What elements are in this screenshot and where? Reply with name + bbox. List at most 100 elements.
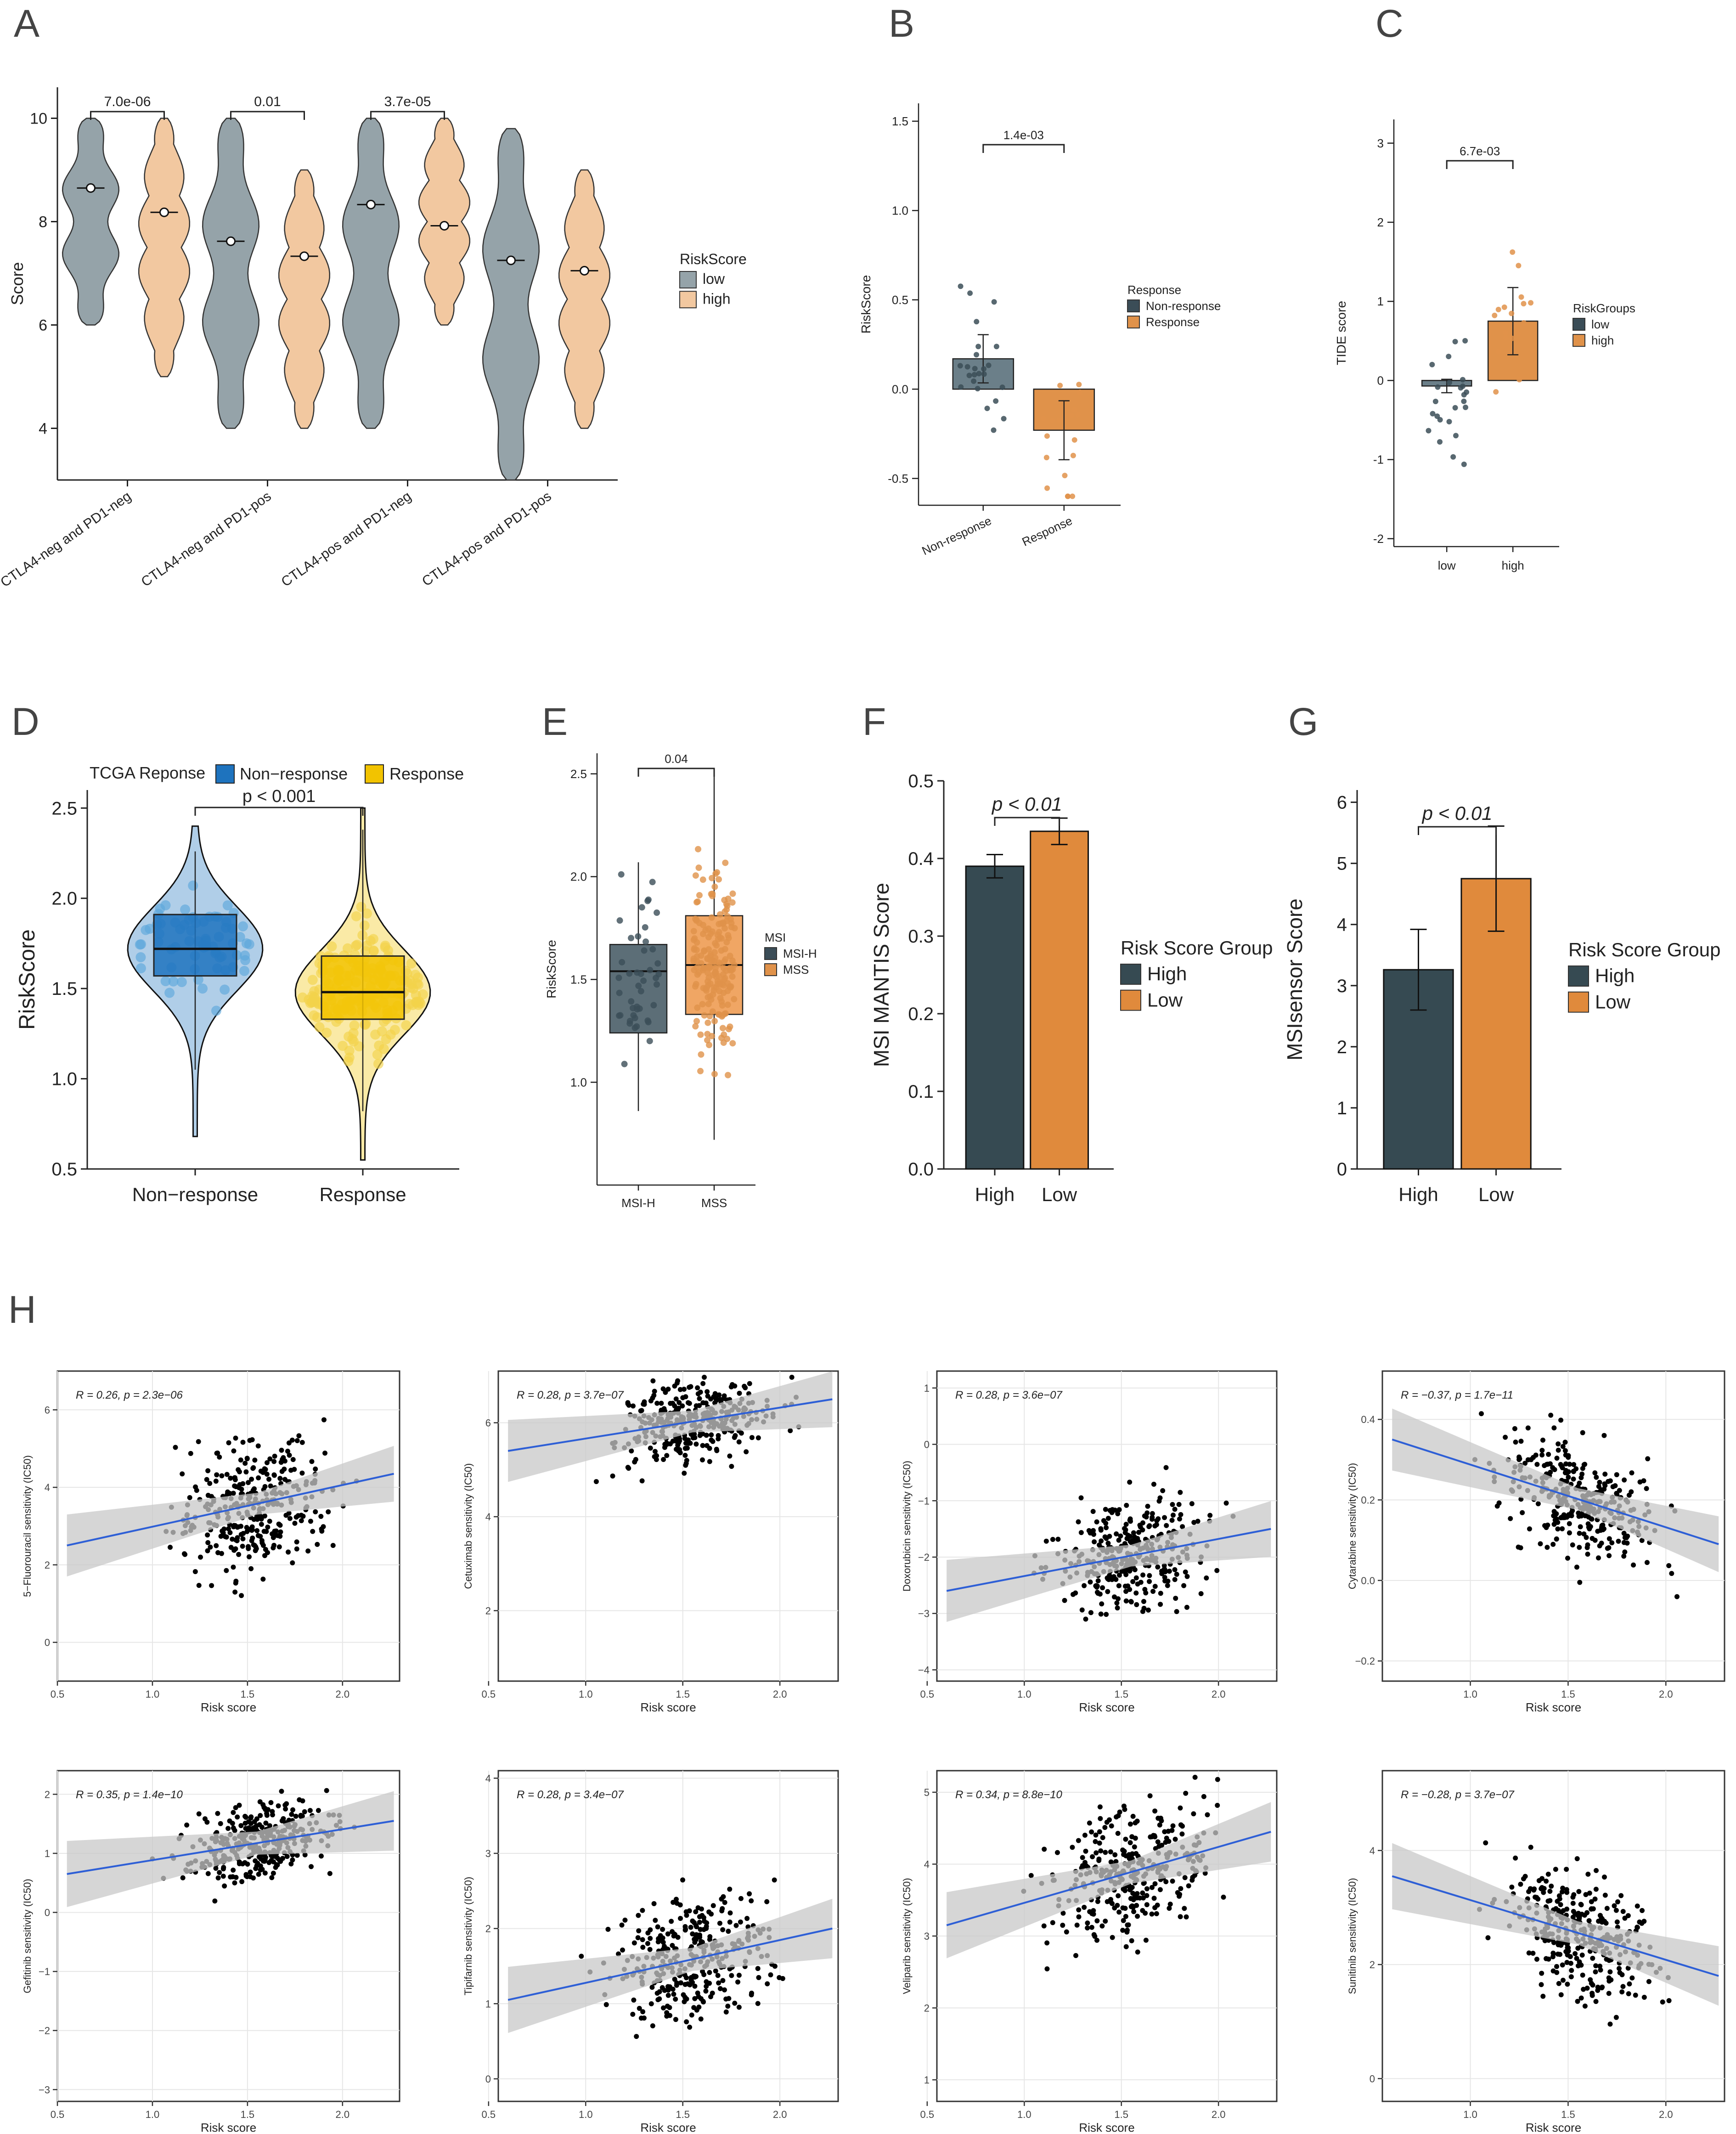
x-tick-label: 2.0 — [773, 1688, 787, 1700]
data-point — [1558, 1902, 1563, 1908]
x-axis-title: Risk score — [1526, 2121, 1581, 2134]
data-point — [1102, 1825, 1108, 1830]
data-point — [228, 1475, 233, 1481]
data-point — [1579, 1911, 1584, 1917]
legend-swatch — [1573, 318, 1585, 331]
legend-swatch — [679, 271, 697, 288]
y-tick-label: 0 — [45, 1907, 50, 1919]
data-point — [1158, 1602, 1163, 1607]
data-point — [368, 945, 379, 956]
data-point — [290, 1807, 295, 1812]
x-tick-label: Response — [1020, 514, 1075, 549]
data-point — [1099, 1923, 1105, 1929]
mean-point — [159, 207, 169, 217]
data-point — [1083, 1848, 1088, 1854]
data-point — [707, 1970, 712, 1975]
data-point — [1116, 1572, 1122, 1578]
y-tick-label: 0.2 — [1361, 1495, 1375, 1506]
legend-label: low — [1591, 317, 1609, 331]
y-tick-label: 3 — [924, 1931, 930, 1942]
data-point — [155, 903, 165, 914]
data-point — [1639, 1538, 1645, 1543]
y-tick-label: −1 — [918, 1495, 930, 1507]
legend-title: RiskGroups — [1573, 301, 1635, 315]
data-point — [372, 1049, 383, 1060]
data-point — [1107, 1534, 1112, 1539]
data-point — [1589, 1536, 1595, 1541]
legend-label: Non-response — [1146, 299, 1221, 313]
data-point — [971, 372, 977, 378]
data-point — [313, 1509, 318, 1514]
y-axis-title: Score — [8, 262, 27, 305]
data-point — [238, 1524, 243, 1529]
data-point — [729, 1463, 734, 1469]
data-point — [1123, 1589, 1129, 1594]
data-point — [680, 1395, 686, 1400]
data-point — [279, 1789, 284, 1794]
data-point — [259, 1538, 265, 1543]
bar — [965, 865, 1025, 1170]
data-point — [711, 883, 718, 890]
data-point — [1136, 1530, 1142, 1535]
data-point — [1094, 1937, 1099, 1943]
data-point — [1166, 1829, 1171, 1834]
x-tick-label: 1.0 — [579, 2109, 593, 2120]
data-point — [1555, 1526, 1561, 1532]
y-tick-label: 0.3 — [908, 926, 934, 947]
x-tick-label: 1.0 — [1017, 2109, 1031, 2120]
p-value-label: p < 0.001 — [242, 787, 316, 806]
data-point — [182, 1552, 188, 1557]
data-point — [194, 1488, 199, 1493]
legend-label: Response — [389, 764, 464, 783]
data-point — [267, 1823, 272, 1829]
data-point — [1159, 1842, 1165, 1848]
data-point — [1461, 398, 1467, 404]
y-axis-title: RiskScore — [544, 940, 558, 999]
data-point — [721, 897, 728, 903]
data-point — [705, 1019, 711, 1026]
data-point — [694, 1924, 699, 1930]
y-tick-label: 4 — [485, 1511, 491, 1523]
data-point — [720, 1927, 726, 1932]
data-point — [1071, 437, 1077, 443]
data-point — [225, 1826, 231, 1831]
data-point — [1539, 1448, 1545, 1453]
data-point — [1082, 1904, 1087, 1910]
data-point — [309, 1864, 314, 1869]
data-point — [692, 872, 699, 879]
data-point — [1170, 1878, 1175, 1884]
data-point — [693, 1934, 699, 1939]
data-point — [1625, 1913, 1631, 1919]
data-point — [276, 1803, 281, 1809]
data-point — [697, 1433, 703, 1438]
y-tick-label: 1.5 — [892, 114, 908, 128]
data-point — [696, 892, 703, 899]
data-point — [1172, 1567, 1178, 1572]
data-point — [1140, 1890, 1145, 1896]
data-point — [1568, 1960, 1573, 1966]
data-point — [629, 1448, 634, 1454]
data-point — [1083, 1616, 1088, 1622]
panel-label: F — [862, 700, 886, 743]
data-point — [221, 1526, 227, 1532]
data-point — [1095, 1578, 1101, 1584]
data-point — [1090, 1509, 1096, 1514]
x-axis-title: Risk score — [1079, 2121, 1134, 2134]
data-point — [1600, 1984, 1605, 1990]
y-tick-label: 0 — [1370, 2073, 1375, 2084]
y-tick-label: 2 — [1370, 1959, 1375, 1970]
data-point — [1117, 1809, 1122, 1815]
data-point — [1516, 1454, 1522, 1460]
data-point — [654, 909, 660, 916]
data-point — [246, 1819, 251, 1824]
data-point — [705, 982, 712, 988]
data-point — [1641, 1994, 1647, 2000]
data-point — [299, 1813, 305, 1819]
data-point — [1129, 1938, 1134, 1943]
data-point — [661, 1457, 666, 1462]
data-point — [650, 1395, 655, 1401]
data-point — [1144, 1886, 1150, 1891]
data-point — [701, 1012, 708, 1019]
data-point — [1510, 249, 1516, 255]
data-point — [648, 1445, 653, 1451]
